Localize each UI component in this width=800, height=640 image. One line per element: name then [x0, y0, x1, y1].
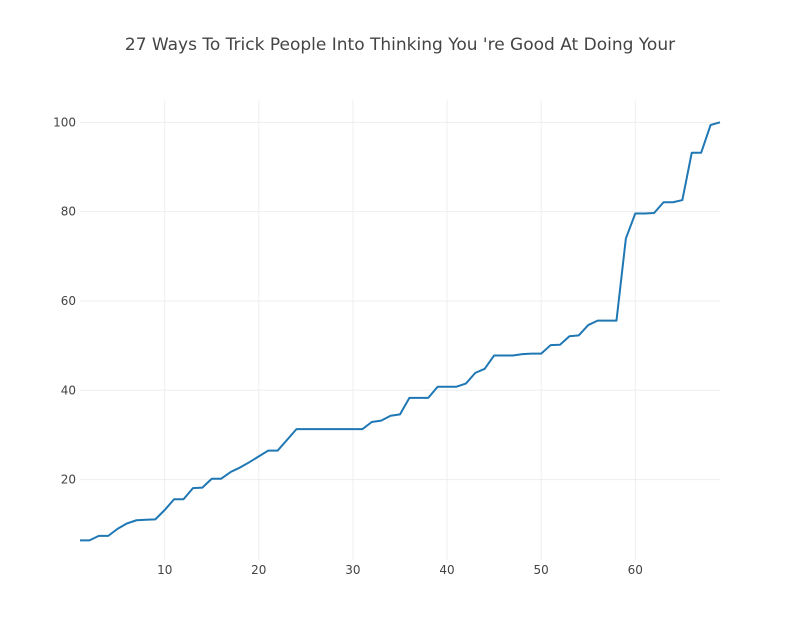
data-point[interactable] — [218, 476, 224, 482]
data-point[interactable] — [152, 516, 158, 522]
data-point[interactable] — [613, 318, 619, 324]
data-point[interactable] — [463, 381, 469, 387]
data-point[interactable] — [133, 517, 139, 523]
x-tick-label: 10 — [157, 563, 172, 577]
x-tick-label: 20 — [251, 563, 266, 577]
data-point[interactable] — [642, 210, 648, 216]
data-point[interactable] — [491, 352, 497, 358]
data-point[interactable] — [670, 199, 676, 205]
data-point[interactable] — [435, 384, 441, 390]
data-point[interactable] — [595, 318, 601, 324]
data-point[interactable] — [482, 366, 488, 372]
data-point[interactable] — [689, 150, 695, 156]
data-point[interactable] — [303, 426, 309, 432]
data-point[interactable] — [96, 533, 102, 539]
data-point[interactable] — [519, 351, 525, 357]
data-point[interactable] — [246, 459, 252, 465]
data-point[interactable] — [312, 426, 318, 432]
data-point[interactable] — [228, 469, 234, 475]
y-axis-ticks: 20 40 60 80 100 — [53, 115, 76, 486]
data-point[interactable] — [576, 332, 582, 338]
data-point[interactable] — [359, 426, 365, 432]
y-gridlines — [80, 121, 720, 481]
data-point[interactable] — [388, 413, 394, 419]
data-point[interactable] — [105, 533, 111, 539]
data-point[interactable] — [143, 517, 149, 523]
data-point[interactable] — [406, 395, 412, 401]
series-line — [80, 121, 721, 542]
y-tick-label: 20 — [61, 473, 76, 487]
data-point[interactable] — [369, 419, 375, 425]
data-point[interactable] — [275, 448, 281, 454]
data-point[interactable] — [77, 537, 83, 543]
data-point[interactable] — [350, 426, 356, 432]
data-point[interactable] — [623, 235, 629, 241]
data-point[interactable] — [416, 395, 422, 401]
y-tick-label: 60 — [61, 294, 76, 308]
data-point[interactable] — [115, 526, 121, 532]
y-tick-label: 40 — [61, 383, 76, 397]
data-point[interactable] — [632, 210, 638, 216]
x-tick-label: 50 — [534, 563, 549, 577]
data-point[interactable] — [651, 210, 657, 216]
data-point[interactable] — [501, 352, 507, 358]
data-point[interactable] — [256, 453, 262, 459]
data-point[interactable] — [566, 333, 572, 339]
data-point[interactable] — [557, 342, 563, 348]
series-layer — [77, 119, 723, 543]
data-point[interactable] — [331, 426, 337, 432]
data-point[interactable] — [190, 485, 196, 491]
data-point[interactable] — [86, 537, 92, 543]
data-point[interactable] — [265, 448, 271, 454]
data-point[interactable] — [444, 384, 450, 390]
data-point[interactable] — [472, 370, 478, 376]
data-point[interactable] — [538, 351, 544, 357]
chart-title: 27 Ways To Trick People Into Thinking Yo… — [125, 35, 675, 55]
x-axis-ticks: 10 20 30 40 50 60 — [157, 563, 643, 577]
data-point[interactable] — [453, 384, 459, 390]
data-point[interactable] — [548, 342, 554, 348]
data-point[interactable] — [341, 426, 347, 432]
x-gridlines — [164, 100, 636, 560]
data-point[interactable] — [425, 395, 431, 401]
data-point[interactable] — [378, 418, 384, 424]
x-tick-label: 30 — [345, 563, 360, 577]
data-point[interactable] — [661, 199, 667, 205]
data-point[interactable] — [181, 496, 187, 502]
data-point[interactable] — [199, 485, 205, 491]
x-tick-label: 40 — [439, 563, 454, 577]
data-point[interactable] — [293, 426, 299, 432]
data-point[interactable] — [708, 122, 714, 128]
data-point[interactable] — [698, 150, 704, 156]
data-point[interactable] — [717, 119, 723, 125]
data-point[interactable] — [397, 411, 403, 417]
data-point[interactable] — [171, 496, 177, 502]
data-point[interactable] — [510, 352, 516, 358]
data-point[interactable] — [679, 197, 685, 203]
data-point[interactable] — [529, 351, 535, 357]
data-point[interactable] — [322, 426, 328, 432]
data-point[interactable] — [209, 476, 215, 482]
data-point[interactable] — [585, 322, 591, 328]
data-point[interactable] — [284, 437, 290, 443]
x-tick-label: 60 — [628, 563, 643, 577]
data-point[interactable] — [124, 520, 130, 526]
y-tick-label: 80 — [61, 205, 76, 219]
data-point[interactable] — [604, 318, 610, 324]
data-point[interactable] — [237, 465, 243, 471]
data-point[interactable] — [162, 507, 168, 513]
y-tick-label: 100 — [53, 115, 76, 129]
